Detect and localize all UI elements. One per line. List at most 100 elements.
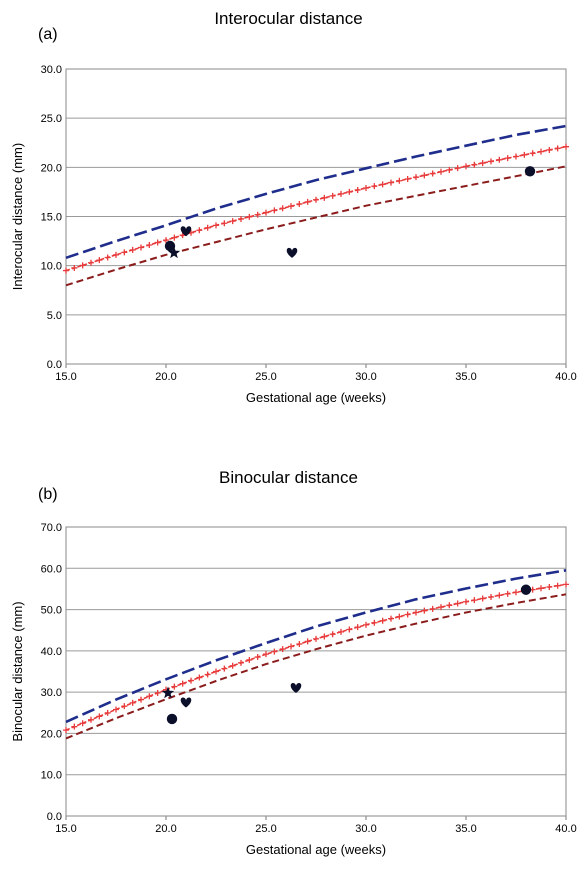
- series-marker-mean: [429, 170, 436, 177]
- panel-label: (b): [38, 486, 58, 503]
- series-line-upper: [65, 569, 567, 724]
- data-point-heart: [290, 683, 302, 694]
- series-marker-mean: [246, 656, 253, 663]
- y-tick-label: 5.0: [47, 310, 62, 322]
- series-marker-mean: [129, 699, 136, 706]
- y-tick-label: 30.0: [41, 687, 62, 699]
- series-marker-mean: [496, 156, 503, 163]
- series-marker-mean: [388, 179, 394, 186]
- series-marker-mean: [413, 174, 419, 181]
- series-marker-mean: [563, 143, 569, 150]
- chart-plot-b: 0.0 10.0 20.0 30.0 40.0 50.0 60.0 70.0 15.0 20.0 2…: [10, 522, 577, 857]
- series-marker-mean: [371, 619, 378, 626]
- y-tick-label: 70.0: [41, 522, 62, 534]
- series-marker-mean: [438, 604, 444, 611]
- series-marker-mean: [479, 595, 486, 602]
- x-tick-label: 30.0: [355, 823, 376, 835]
- series-marker-mean: [146, 693, 153, 700]
- data-point-heart: [180, 697, 192, 708]
- series-marker-mean: [321, 633, 328, 640]
- series-marker-mean: [396, 177, 403, 184]
- series-marker-mean: [113, 251, 119, 258]
- series-marker-mean: [546, 146, 553, 153]
- data-point-circle: [524, 166, 536, 177]
- x-tick-label: 15.0: [55, 823, 76, 835]
- chart-title: Binocular distance: [219, 468, 358, 487]
- series-marker-mean: [321, 194, 328, 201]
- series-line-lower: [65, 593, 567, 740]
- series-marker-mean: [429, 605, 436, 612]
- series-marker-mean: [379, 617, 386, 624]
- x-tick-label: 40.0: [555, 823, 576, 835]
- y-tick-label: 50.0: [41, 605, 62, 617]
- series-marker-mean: [138, 696, 144, 703]
- series-marker-mean: [313, 196, 319, 203]
- series-marker-mean: [288, 643, 294, 650]
- series-marker-mean: [313, 635, 319, 642]
- series-marker-mean: [346, 626, 353, 633]
- series-marker-mean: [213, 222, 219, 229]
- data-point-heart: [180, 226, 192, 237]
- series-marker-mean: [271, 648, 278, 655]
- series-marker-mean: [129, 246, 136, 253]
- series-marker-mean: [121, 249, 128, 256]
- series-marker-mean: [154, 239, 161, 246]
- series-marker-mean: [471, 597, 478, 604]
- y-tick-label: 20.0: [41, 728, 62, 740]
- data-point-heart: [286, 247, 298, 258]
- series-marker-mean: [238, 215, 244, 222]
- series-marker-mean: [371, 183, 378, 190]
- data-point-star: [167, 246, 181, 259]
- series-line-upper: [65, 124, 567, 260]
- y-tick-label: 10.0: [41, 261, 62, 273]
- y-tick-label: 30.0: [41, 64, 62, 76]
- series-marker-mean: [363, 184, 369, 191]
- x-tick-label: 25.0: [255, 823, 276, 835]
- series-marker-mean: [171, 234, 178, 241]
- series-marker-mean: [79, 262, 86, 269]
- series-marker-mean: [346, 188, 353, 195]
- series-marker-mean: [254, 654, 261, 661]
- x-tick-label: 15.0: [55, 371, 76, 383]
- y-axis-label: Interocular distance (mm): [10, 143, 25, 290]
- series-marker-mean: [479, 160, 486, 167]
- series-marker-mean: [463, 598, 469, 605]
- series-marker-mean: [88, 259, 94, 266]
- series-marker-mean: [221, 220, 228, 227]
- series-marker-mean: [279, 205, 286, 212]
- data-point-circle: [520, 584, 532, 595]
- series-marker-mean: [488, 158, 494, 165]
- y-tick-label: 0.0: [47, 359, 62, 371]
- series-marker-mean: [96, 713, 103, 720]
- series-marker-mean: [329, 192, 336, 199]
- y-tick-label: 40.0: [41, 646, 62, 658]
- series-line-lower: [65, 165, 567, 287]
- chart-plot-a: 0.0 5.0 10.0 15.0 20.0 25.0 30.0 15.0 20.0 25.0 30…: [10, 64, 577, 405]
- series-marker-mean: [513, 153, 519, 160]
- series-marker-mean: [554, 582, 561, 589]
- series-marker-mean: [171, 683, 178, 690]
- series-marker-mean: [521, 151, 528, 158]
- series-marker-mean: [229, 218, 236, 225]
- series-marker-mean: [304, 198, 311, 205]
- series-marker-mean: [71, 723, 78, 730]
- y-tick-label: 0.0: [47, 811, 62, 823]
- series-marker-mean: [204, 224, 211, 231]
- series-marker-mean: [513, 589, 519, 596]
- data-point-circle: [164, 240, 176, 252]
- series-marker-mean: [463, 163, 469, 170]
- series-marker-mean: [138, 244, 144, 251]
- x-tick-label: 40.0: [555, 371, 576, 383]
- series-marker-mean: [554, 145, 561, 152]
- data-point-circle: [166, 713, 178, 725]
- series-marker-mean: [504, 590, 511, 597]
- series-marker-mean: [246, 213, 253, 220]
- y-tick-label: 10.0: [41, 770, 62, 782]
- series-marker-mean: [354, 186, 361, 193]
- x-tick-label: 35.0: [455, 823, 476, 835]
- series-marker-mean: [154, 689, 161, 696]
- series-marker-mean: [413, 609, 419, 616]
- series-marker-mean: [229, 662, 236, 669]
- series-marker-mean: [396, 613, 403, 620]
- series-marker-mean: [71, 264, 78, 271]
